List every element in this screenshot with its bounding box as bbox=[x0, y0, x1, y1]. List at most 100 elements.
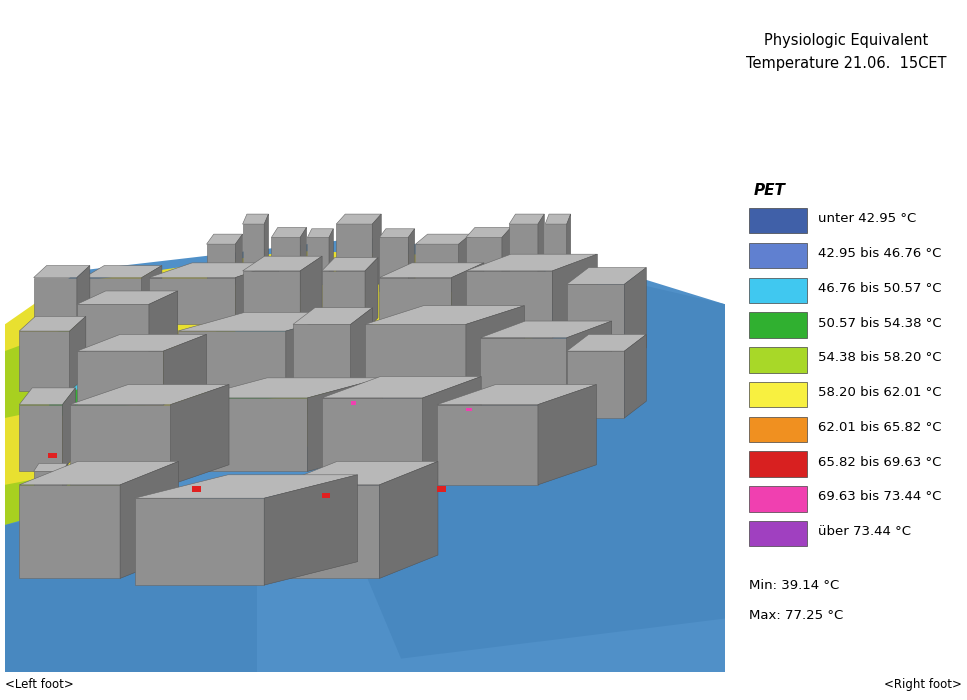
Polygon shape bbox=[185, 324, 379, 431]
Text: <Right foot>: <Right foot> bbox=[884, 678, 962, 691]
FancyBboxPatch shape bbox=[322, 493, 331, 498]
FancyBboxPatch shape bbox=[748, 312, 806, 338]
Polygon shape bbox=[192, 378, 382, 398]
Polygon shape bbox=[63, 463, 68, 491]
FancyBboxPatch shape bbox=[748, 452, 806, 477]
Text: 42.95 bis 46.76 °C: 42.95 bis 46.76 °C bbox=[818, 247, 942, 260]
Polygon shape bbox=[142, 265, 161, 318]
Polygon shape bbox=[243, 271, 300, 324]
Polygon shape bbox=[322, 377, 482, 398]
Polygon shape bbox=[77, 265, 90, 324]
Polygon shape bbox=[178, 331, 286, 391]
Polygon shape bbox=[77, 304, 149, 358]
Polygon shape bbox=[322, 271, 366, 331]
Polygon shape bbox=[379, 278, 452, 331]
FancyBboxPatch shape bbox=[466, 408, 472, 412]
FancyBboxPatch shape bbox=[437, 486, 446, 491]
Polygon shape bbox=[545, 214, 571, 224]
Polygon shape bbox=[545, 224, 567, 304]
Polygon shape bbox=[207, 244, 235, 284]
Polygon shape bbox=[19, 485, 120, 578]
Polygon shape bbox=[34, 463, 68, 472]
Polygon shape bbox=[481, 321, 612, 338]
FancyBboxPatch shape bbox=[748, 208, 806, 234]
Polygon shape bbox=[308, 378, 382, 472]
Polygon shape bbox=[34, 472, 63, 491]
Polygon shape bbox=[84, 265, 161, 278]
Polygon shape bbox=[337, 214, 381, 224]
Polygon shape bbox=[322, 398, 423, 485]
Text: über 73.44 °C: über 73.44 °C bbox=[818, 525, 911, 538]
Polygon shape bbox=[481, 338, 567, 405]
Polygon shape bbox=[272, 237, 300, 291]
Polygon shape bbox=[77, 351, 163, 405]
Polygon shape bbox=[243, 224, 264, 284]
Polygon shape bbox=[466, 237, 502, 298]
Polygon shape bbox=[5, 505, 257, 672]
FancyBboxPatch shape bbox=[48, 453, 57, 458]
Polygon shape bbox=[625, 267, 646, 365]
Polygon shape bbox=[5, 237, 725, 672]
Text: 69.63 bis 73.44 °C: 69.63 bis 73.44 °C bbox=[818, 491, 942, 503]
Polygon shape bbox=[416, 244, 458, 291]
Text: 46.76 bis 50.57 °C: 46.76 bis 50.57 °C bbox=[818, 282, 942, 295]
Polygon shape bbox=[55, 338, 120, 391]
Polygon shape bbox=[19, 316, 86, 331]
Polygon shape bbox=[308, 229, 334, 237]
Polygon shape bbox=[567, 284, 625, 365]
Polygon shape bbox=[134, 498, 264, 585]
Polygon shape bbox=[278, 461, 438, 485]
Polygon shape bbox=[243, 256, 322, 271]
Polygon shape bbox=[567, 335, 646, 351]
Text: 54.38 bis 58.20 °C: 54.38 bis 58.20 °C bbox=[818, 351, 942, 364]
Polygon shape bbox=[48, 338, 134, 418]
Polygon shape bbox=[437, 384, 597, 405]
Polygon shape bbox=[77, 335, 207, 351]
Polygon shape bbox=[5, 251, 567, 485]
Polygon shape bbox=[379, 237, 408, 291]
Polygon shape bbox=[366, 306, 524, 324]
FancyBboxPatch shape bbox=[748, 347, 806, 372]
Polygon shape bbox=[178, 312, 353, 331]
Polygon shape bbox=[34, 498, 63, 518]
Polygon shape bbox=[34, 265, 90, 278]
Polygon shape bbox=[300, 256, 322, 324]
Polygon shape bbox=[120, 461, 179, 578]
Polygon shape bbox=[567, 214, 571, 304]
Polygon shape bbox=[401, 318, 452, 371]
Polygon shape bbox=[379, 263, 484, 278]
Text: 58.20 bis 62.01 °C: 58.20 bis 62.01 °C bbox=[818, 386, 942, 399]
Polygon shape bbox=[408, 229, 415, 291]
Polygon shape bbox=[552, 254, 598, 338]
Text: <Left foot>: <Left foot> bbox=[5, 678, 73, 691]
Polygon shape bbox=[286, 312, 353, 391]
Polygon shape bbox=[243, 214, 269, 224]
Polygon shape bbox=[423, 377, 482, 485]
Polygon shape bbox=[625, 335, 646, 418]
Polygon shape bbox=[379, 229, 415, 237]
Polygon shape bbox=[34, 525, 63, 545]
FancyBboxPatch shape bbox=[748, 243, 806, 268]
Polygon shape bbox=[235, 234, 243, 284]
Polygon shape bbox=[63, 517, 68, 545]
Polygon shape bbox=[387, 311, 473, 391]
Polygon shape bbox=[567, 321, 612, 405]
Polygon shape bbox=[34, 517, 68, 525]
Polygon shape bbox=[63, 388, 75, 472]
Polygon shape bbox=[207, 234, 243, 244]
Polygon shape bbox=[308, 237, 329, 284]
Polygon shape bbox=[272, 228, 307, 237]
Polygon shape bbox=[337, 224, 372, 291]
Polygon shape bbox=[19, 388, 75, 405]
Text: Temperature 21.06.  15CET: Temperature 21.06. 15CET bbox=[746, 56, 947, 71]
Polygon shape bbox=[466, 228, 511, 237]
FancyBboxPatch shape bbox=[5, 4, 725, 271]
Polygon shape bbox=[70, 384, 229, 405]
Text: PET: PET bbox=[753, 183, 785, 198]
Polygon shape bbox=[134, 475, 358, 498]
Polygon shape bbox=[466, 306, 524, 398]
Polygon shape bbox=[293, 324, 351, 391]
Polygon shape bbox=[214, 324, 329, 405]
Polygon shape bbox=[63, 490, 68, 518]
Polygon shape bbox=[366, 258, 378, 331]
